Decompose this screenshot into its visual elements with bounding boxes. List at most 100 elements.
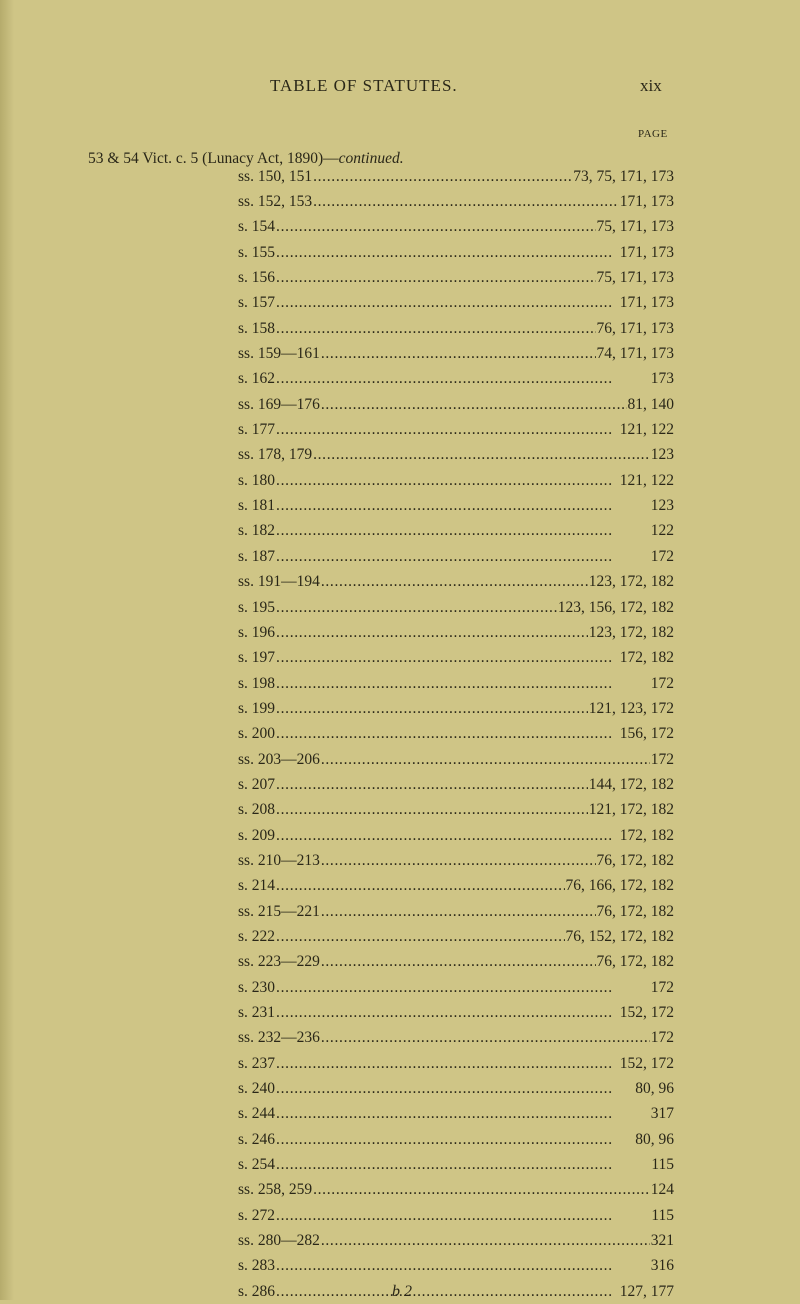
entry-section: ss. 280—282 [238,1232,320,1250]
entry-row: ss. 215—221 76, 172, 182 [238,899,674,924]
dot-leader [321,1232,650,1250]
dot-leader [276,1004,619,1022]
dot-leader [313,193,619,211]
entry-row: s. 197 172, 182 [238,646,674,671]
entry-pages: 80, 96 [635,1130,674,1148]
dot-leader [321,751,650,769]
entry-section: s. 231 [238,1004,276,1022]
entry-section: ss. 223—229 [238,953,320,971]
entry-row: s. 200 156, 172 [238,722,674,747]
entry-row: ss. 150, 151 73, 75, 171, 173 [238,164,674,189]
entry-section: s. 246 [238,1130,276,1148]
entry-section: s. 156 [238,269,276,287]
entry-row: s. 254 115 [238,1152,674,1177]
entry-row: s. 158 76, 171, 173 [238,316,674,341]
dot-leader [276,497,650,515]
entry-section: s. 177 [238,421,276,439]
entry-row: s. 199 121, 123, 172 [238,696,674,721]
entry-row: s. 180 121, 122 [238,468,674,493]
entry-pages: 172 [650,750,674,768]
entry-section: s. 154 [238,218,276,236]
dot-leader [276,700,588,718]
entry-section: ss. 203—206 [238,750,320,768]
entry-row: s. 181 123 [238,493,674,518]
dot-leader [321,953,596,971]
entry-pages: 76, 172, 182 [596,851,675,869]
page-edge-shadow [0,0,14,1300]
entry-row: s. 244 317 [238,1102,674,1127]
entry-section: ss. 159—161 [238,345,320,363]
entry-section: s. 283 [238,1257,276,1275]
entry-section: s. 187 [238,547,276,565]
entry-pages: 73, 75, 171, 173 [573,167,674,185]
dot-leader [276,624,588,642]
dot-leader [276,827,619,845]
entry-row: ss. 191—194 123, 172, 182 [238,570,674,595]
entry-section: ss. 150, 151 [238,167,313,185]
entry-pages: 122 [650,522,674,540]
entry-section: s. 181 [238,497,276,515]
entry-row: ss. 280—282 321 [238,1228,674,1253]
entry-row: s. 209 172, 182 [238,823,674,848]
dot-leader [276,801,588,819]
dot-leader [276,979,650,997]
entry-pages: 144, 172, 182 [588,775,674,793]
dot-leader [276,1257,650,1275]
entry-section: s. 207 [238,775,276,793]
dot-leader [276,522,650,540]
dot-leader [276,421,619,439]
entry-row: s. 187 172 [238,544,674,569]
entry-row: s. 240 80, 96 [238,1076,674,1101]
dot-leader [276,1055,619,1073]
dot-leader [276,548,650,566]
entry-section: ss. 232—236 [238,1029,320,1047]
entry-pages: 317 [650,1105,674,1123]
entry-pages: 127, 177 [619,1282,674,1300]
dot-leader [321,345,596,363]
entry-row: s. 195 123, 156, 172, 182 [238,595,674,620]
entry-section: s. 155 [238,243,276,261]
entry-row: s. 155 171, 173 [238,240,674,265]
entry-pages: 152, 172 [619,1004,674,1022]
statute-entries: ss. 150, 151 73, 75, 171, 173 ss. 152, 153… [238,164,674,1304]
entry-pages: 156, 172 [619,725,674,743]
entry-row: s. 237 152, 172 [238,1051,674,1076]
dot-leader [276,269,595,287]
entry-pages: 321 [650,1232,674,1250]
entry-pages: 80, 96 [635,1080,674,1098]
entry-pages: 172, 182 [619,649,674,667]
dot-leader [276,675,650,693]
dot-leader [313,446,650,464]
entry-section: ss. 191—194 [238,573,320,591]
act-heading: 53 & 54 Vict. c. 5 (Lunacy Act, 1890)—co… [88,150,404,168]
entry-section: s. 230 [238,978,276,996]
entry-section: s. 197 [238,649,276,667]
entry-pages: 123 [650,497,674,515]
entry-pages: 316 [650,1257,674,1275]
entry-pages: 152, 172 [619,1054,674,1072]
entry-row: s. 272 115 [238,1203,674,1228]
entry-row: s. 283 316 [238,1254,674,1279]
page-number: xix [640,76,662,95]
dot-leader [276,928,564,946]
entry-section: s. 244 [238,1105,276,1123]
dot-leader [276,1131,634,1149]
entry-section: s. 286 [238,1282,276,1300]
entry-pages: 172 [650,978,674,996]
entry-section: s. 200 [238,725,276,743]
dot-leader [276,1105,650,1123]
entry-section: s. 182 [238,522,276,540]
page-column-label: PAGE [638,128,668,140]
dot-leader [276,1080,634,1098]
entry-row: s. 156 75, 171, 173 [238,265,674,290]
dot-leader [276,1207,650,1225]
entry-row: s. 154 75, 171, 173 [238,215,674,240]
entry-pages: 172 [650,1029,674,1047]
act-continued: continued. [338,150,404,167]
entry-pages: 172, 182 [619,826,674,844]
entry-row: ss. 159—161 74, 171, 173 [238,341,674,366]
entry-row: ss. 210—213 76, 172, 182 [238,848,674,873]
entry-pages: 75, 171, 173 [596,218,675,236]
dot-leader [276,370,650,388]
dot-leader [276,294,619,312]
